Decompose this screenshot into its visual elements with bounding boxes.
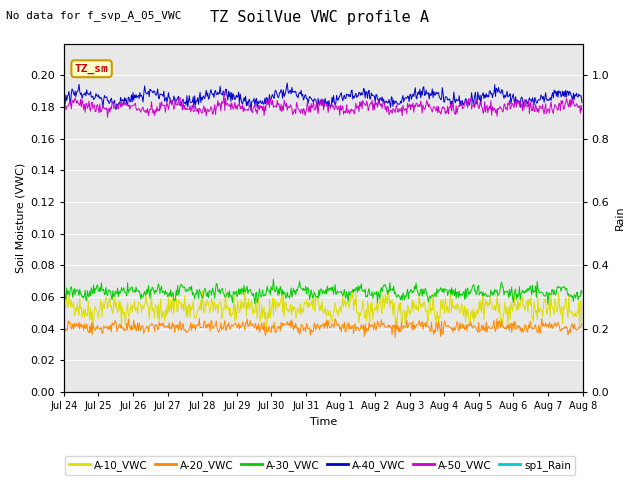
Text: TZ_sm: TZ_sm <box>75 64 108 74</box>
Y-axis label: Rain: Rain <box>615 205 625 230</box>
X-axis label: Time: Time <box>310 417 337 427</box>
Text: No data for f_svp_A_05_VWC: No data for f_svp_A_05_VWC <box>6 10 182 21</box>
Y-axis label: Soil Moisture (VWC): Soil Moisture (VWC) <box>15 163 25 273</box>
Legend: A-10_VWC, A-20_VWC, A-30_VWC, A-40_VWC, A-50_VWC, sp1_Rain: A-10_VWC, A-20_VWC, A-30_VWC, A-40_VWC, … <box>65 456 575 475</box>
Text: TZ SoilVue VWC profile A: TZ SoilVue VWC profile A <box>211 10 429 24</box>
